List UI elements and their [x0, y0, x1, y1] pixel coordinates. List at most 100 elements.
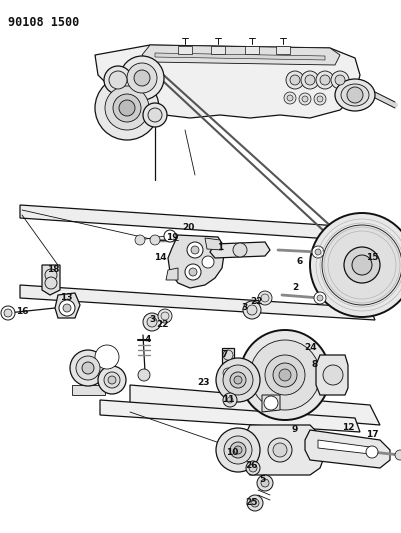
Circle shape: [285, 71, 303, 89]
Circle shape: [239, 330, 329, 420]
Circle shape: [188, 268, 196, 276]
Circle shape: [264, 355, 304, 395]
Circle shape: [289, 75, 299, 85]
Text: 23: 23: [197, 378, 210, 387]
Polygon shape: [317, 440, 369, 454]
Circle shape: [158, 309, 172, 323]
Circle shape: [95, 345, 119, 369]
Polygon shape: [315, 355, 347, 395]
Polygon shape: [20, 205, 374, 242]
Polygon shape: [55, 293, 80, 318]
Circle shape: [109, 71, 127, 89]
Text: 13: 13: [60, 294, 72, 303]
Circle shape: [313, 93, 325, 105]
Circle shape: [104, 66, 132, 94]
Circle shape: [314, 249, 320, 255]
Circle shape: [223, 368, 233, 378]
Circle shape: [135, 235, 145, 245]
Circle shape: [246, 305, 256, 315]
Circle shape: [256, 475, 272, 491]
Circle shape: [229, 372, 245, 388]
Polygon shape: [130, 385, 379, 425]
Circle shape: [150, 235, 160, 245]
Circle shape: [267, 438, 291, 462]
Ellipse shape: [334, 79, 374, 111]
Polygon shape: [275, 46, 289, 54]
Polygon shape: [20, 285, 374, 320]
Circle shape: [257, 291, 271, 305]
Text: 3: 3: [150, 316, 156, 325]
Circle shape: [304, 75, 314, 85]
Circle shape: [164, 230, 176, 242]
Circle shape: [346, 87, 362, 103]
Text: 24: 24: [304, 343, 316, 352]
Text: 15: 15: [365, 254, 377, 262]
Text: 7: 7: [221, 351, 228, 359]
Circle shape: [147, 317, 157, 327]
Circle shape: [215, 358, 259, 402]
Circle shape: [343, 247, 379, 283]
Text: 14: 14: [153, 254, 166, 262]
Text: 22: 22: [250, 297, 263, 306]
Circle shape: [365, 446, 377, 458]
Circle shape: [95, 76, 159, 140]
Circle shape: [301, 96, 307, 102]
Circle shape: [127, 63, 157, 93]
Circle shape: [351, 255, 371, 275]
Circle shape: [134, 70, 150, 86]
Text: 3: 3: [241, 303, 247, 312]
Polygon shape: [261, 395, 279, 412]
Circle shape: [286, 95, 292, 101]
Circle shape: [229, 442, 245, 458]
Polygon shape: [72, 385, 105, 395]
Circle shape: [319, 75, 329, 85]
Polygon shape: [42, 265, 60, 295]
Circle shape: [394, 450, 401, 460]
Circle shape: [98, 366, 126, 394]
Circle shape: [223, 350, 233, 360]
Circle shape: [215, 428, 259, 472]
Circle shape: [143, 313, 160, 331]
Circle shape: [148, 108, 162, 122]
Circle shape: [45, 277, 57, 289]
Text: 10: 10: [225, 448, 238, 457]
Circle shape: [316, 295, 322, 301]
Circle shape: [143, 103, 166, 127]
Text: 17: 17: [365, 431, 377, 440]
Circle shape: [248, 464, 256, 472]
Text: 2: 2: [291, 284, 298, 293]
Polygon shape: [211, 46, 225, 54]
Circle shape: [201, 256, 213, 268]
Text: 18: 18: [47, 265, 59, 274]
Circle shape: [1, 306, 15, 320]
Text: 90108 1500: 90108 1500: [8, 16, 79, 29]
Ellipse shape: [340, 84, 368, 106]
Circle shape: [263, 396, 277, 410]
Circle shape: [233, 243, 246, 257]
Circle shape: [105, 86, 149, 130]
Circle shape: [223, 436, 251, 464]
Polygon shape: [142, 45, 339, 65]
Text: 8: 8: [311, 360, 317, 369]
Circle shape: [272, 443, 286, 457]
Text: 9: 9: [291, 425, 298, 434]
Polygon shape: [168, 235, 225, 288]
Circle shape: [272, 363, 296, 387]
Polygon shape: [100, 400, 359, 432]
Text: 19: 19: [165, 233, 178, 243]
Polygon shape: [209, 242, 269, 258]
Text: 26: 26: [245, 462, 257, 471]
Circle shape: [76, 356, 100, 380]
Circle shape: [315, 71, 333, 89]
Circle shape: [334, 75, 344, 85]
Circle shape: [260, 479, 268, 487]
Polygon shape: [95, 45, 359, 118]
Polygon shape: [221, 348, 233, 380]
Circle shape: [186, 242, 203, 258]
Circle shape: [316, 96, 322, 102]
Circle shape: [82, 362, 94, 374]
Circle shape: [223, 365, 252, 395]
Circle shape: [108, 376, 116, 384]
Circle shape: [260, 294, 268, 302]
Circle shape: [138, 369, 150, 381]
